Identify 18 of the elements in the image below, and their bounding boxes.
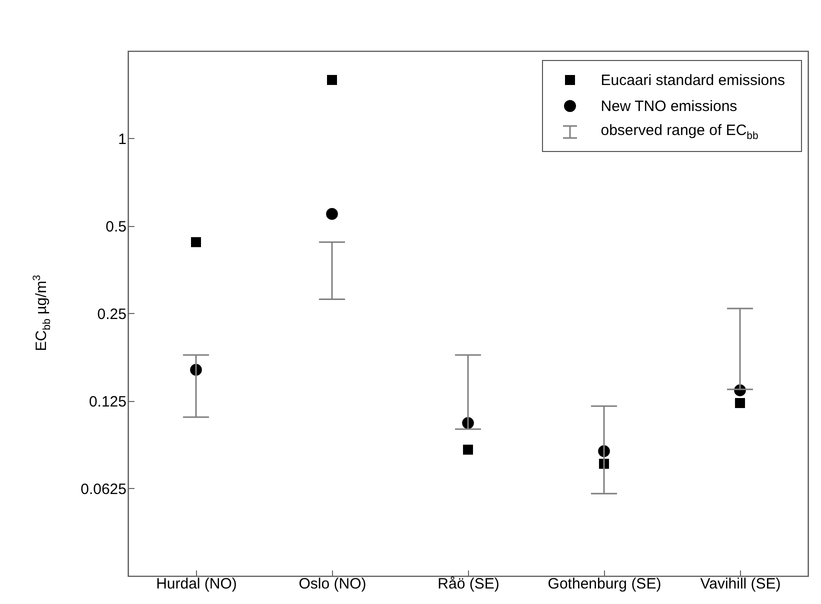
y-tick-label: 1 bbox=[118, 131, 126, 148]
y-tick-label: 0.0625 bbox=[80, 481, 126, 498]
x-tick-label: Oslo (NO) bbox=[298, 576, 366, 592]
legend-label: New TNO emissions bbox=[600, 98, 738, 114]
point bbox=[327, 74, 337, 85]
point bbox=[463, 444, 473, 455]
point bbox=[326, 208, 338, 220]
legend-label: Eucaari standard emissions bbox=[600, 72, 785, 88]
y-tick-label: 0.5 bbox=[106, 218, 126, 236]
x-tick-label: Hurdal (NO) bbox=[156, 576, 237, 592]
x-tick-label: Råö (SE) bbox=[438, 576, 500, 592]
point bbox=[735, 398, 745, 408]
legend-label: observed range of EC$_{bb}$ bbox=[600, 122, 758, 142]
point bbox=[191, 237, 201, 248]
y-tick-label: 0.25 bbox=[97, 306, 126, 323]
y-tick-label: 0.125 bbox=[88, 394, 126, 410]
x-tick-label: Gothenburg (SE) bbox=[548, 576, 662, 592]
x-tick-label: Vavihill (SE) bbox=[700, 576, 781, 592]
